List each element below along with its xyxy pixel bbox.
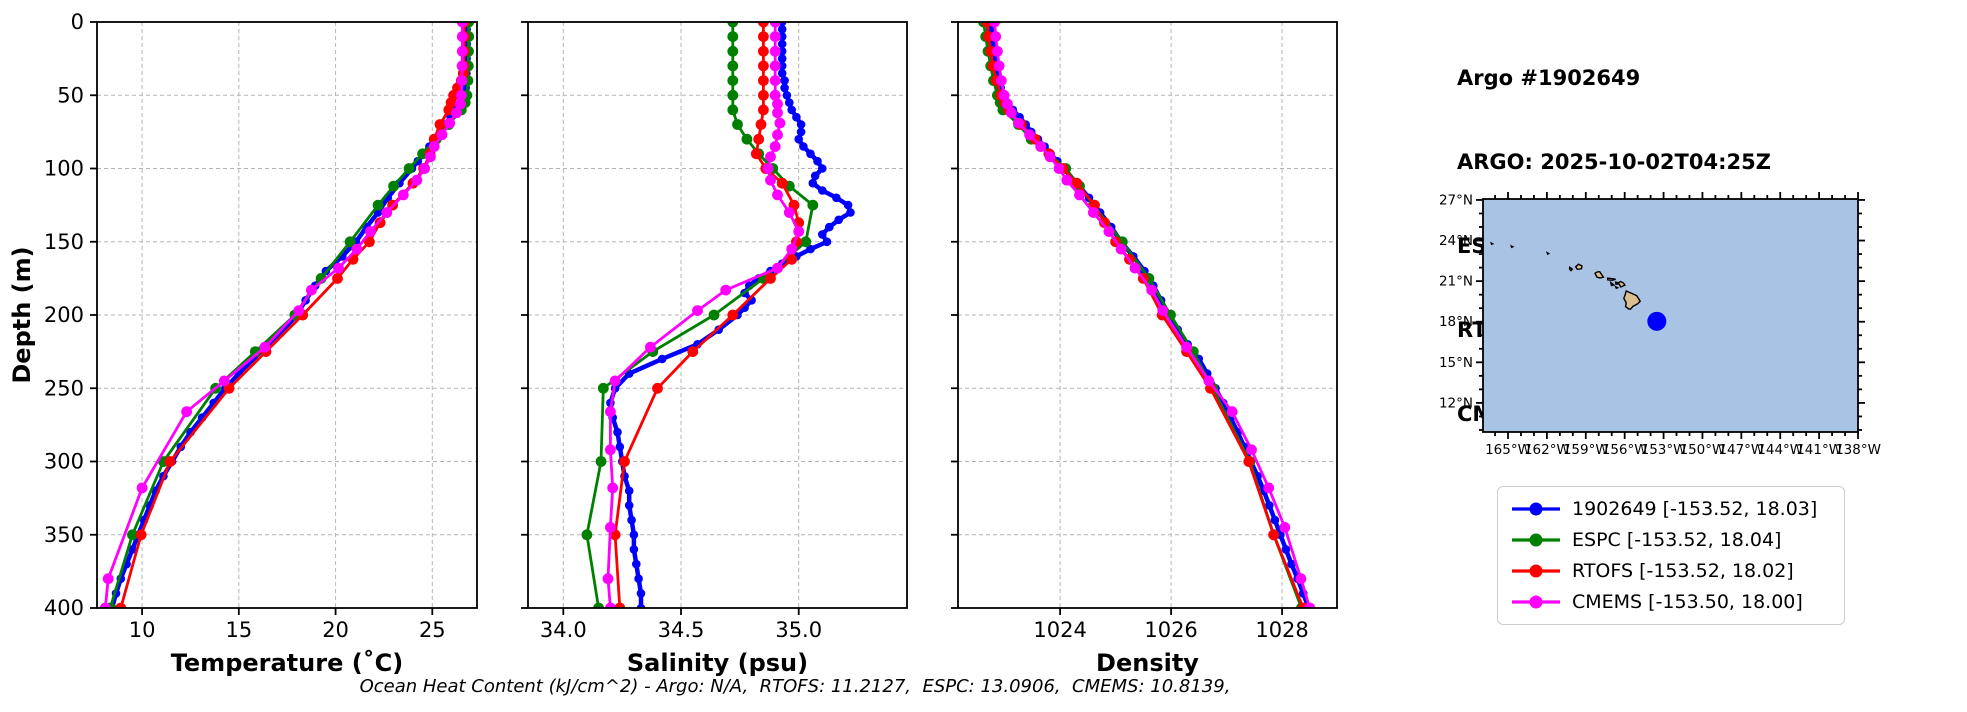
series-group-salinity bbox=[581, 22, 855, 608]
y-axis-density bbox=[951, 21, 958, 609]
legend-item-argo: 1902649 [-153.52, 18.03] bbox=[1510, 496, 1832, 522]
map-lat-label: 18°N bbox=[1439, 314, 1473, 330]
y-tick-label: 200 bbox=[44, 303, 84, 327]
map-lon-label: 156°W bbox=[1602, 442, 1648, 458]
density-cmems-markers bbox=[989, 22, 1316, 608]
legend-marker-glyph bbox=[1512, 564, 1560, 578]
chart-salinity: 34.0 34.5 35.0 Salinity (psu) bbox=[521, 21, 908, 677]
x-axis-title-density: Density bbox=[1096, 649, 1199, 677]
map-islands bbox=[1490, 241, 1642, 310]
island-kauai bbox=[1574, 263, 1583, 271]
island-niihau bbox=[1568, 266, 1574, 272]
y-axis-temperature: 0 50 100 150 200 250 300 350 400 bbox=[44, 10, 97, 620]
legend-marker-cmems bbox=[1510, 591, 1562, 613]
map-ocean bbox=[1483, 199, 1858, 432]
x-axis-title-temperature: Temperature (˚C) bbox=[171, 649, 404, 677]
island-molokai bbox=[1606, 277, 1616, 282]
x-axis-title-salinity: Salinity (psu) bbox=[627, 649, 808, 677]
x-tick-label: 20 bbox=[322, 618, 349, 642]
legend-label-argo: 1902649 [-153.52, 18.03] bbox=[1572, 498, 1818, 520]
map-lon-label: 147°W bbox=[1718, 442, 1764, 458]
map-lat-label: 12°N bbox=[1439, 395, 1473, 411]
chart-density: 1024 1026 1028 Density bbox=[951, 21, 1338, 677]
y-axis-title: Depth (m) bbox=[8, 246, 36, 383]
y-tick-label: 0 bbox=[71, 10, 84, 34]
legend-box: 1902649 [-153.52, 18.03] ESPC [-153.52, … bbox=[1497, 486, 1845, 625]
map-lat-label: 15°N bbox=[1439, 355, 1473, 371]
argo-id-title: Argo #1902649 bbox=[1457, 66, 1641, 90]
x-tick-label: 1026 bbox=[1144, 618, 1197, 642]
x-tick-label: 1028 bbox=[1255, 618, 1308, 642]
legend-marker-espc bbox=[1510, 529, 1562, 551]
y-tick-label: 250 bbox=[44, 376, 84, 400]
map-lon-label: 138°W bbox=[1835, 442, 1881, 458]
x-tick-label: 1024 bbox=[1033, 618, 1086, 642]
location-map: 165°W162°W159°W156°W153°W150°W147°W144°W… bbox=[1439, 192, 1881, 458]
island-nihoa bbox=[1545, 251, 1551, 256]
map-ticks bbox=[1476, 192, 1865, 439]
map-lat-label: 21°N bbox=[1439, 274, 1473, 290]
profile-charts-canvas: 10 15 20 25050100150200250300350400Temperat… bbox=[8, 10, 1338, 677]
argo-timestamp: ARGO: 2025-10-02T04:25Z bbox=[1457, 150, 1771, 174]
island-maui bbox=[1614, 280, 1626, 288]
legend-item-cmems: CMEMS [-153.50, 18.00] bbox=[1510, 589, 1832, 615]
x-axis-density: 1024 1026 1028 bbox=[1033, 608, 1309, 642]
chart-temperature: 10 15 20 25050100150200250300350400Temperat… bbox=[8, 10, 478, 677]
island-oahu bbox=[1594, 270, 1605, 279]
island-hawaii bbox=[1623, 290, 1642, 310]
map-lon-label: 141°W bbox=[1796, 442, 1842, 458]
series-group-temperature bbox=[99, 22, 475, 608]
map-lon-label: 153°W bbox=[1641, 442, 1687, 458]
legend-label-rtofs: RTOFS [-153.52, 18.02] bbox=[1572, 560, 1794, 582]
map-tick-labels: 165°W162°W159°W156°W153°W150°W147°W144°W… bbox=[1439, 192, 1881, 458]
y-tick-label: 400 bbox=[44, 596, 84, 620]
y-axis-salinity bbox=[521, 21, 528, 609]
legend-marker-argo bbox=[1510, 498, 1562, 520]
legend-label-espc: ESPC [-153.52, 18.04] bbox=[1572, 529, 1782, 551]
map-lon-label: 144°W bbox=[1757, 442, 1803, 458]
map-lon-label: 159°W bbox=[1563, 442, 1609, 458]
island-kahoolawe bbox=[1614, 285, 1620, 290]
y-tick-label: 350 bbox=[44, 523, 84, 547]
island-necker bbox=[1510, 244, 1515, 249]
x-tick-label: 35.0 bbox=[775, 618, 822, 642]
map-lon-label: 150°W bbox=[1680, 442, 1726, 458]
map-lat-label: 27°N bbox=[1439, 192, 1473, 208]
legend-marker-glyph bbox=[1512, 533, 1560, 547]
x-tick-label: 10 bbox=[129, 618, 156, 642]
legend-marker-rtofs bbox=[1510, 560, 1562, 582]
series-group-density bbox=[978, 22, 1316, 608]
legend-item-rtofs: RTOFS [-153.52, 18.02] bbox=[1510, 558, 1832, 584]
legend-item-espc: ESPC [-153.52, 18.04] bbox=[1510, 527, 1832, 553]
x-tick-label: 34.0 bbox=[540, 618, 587, 642]
map-lat-label: 24°N bbox=[1439, 233, 1473, 249]
salinity-cmems-markers bbox=[602, 22, 805, 608]
island-french-frigate bbox=[1490, 241, 1495, 246]
map-lon-label: 162°W bbox=[1524, 442, 1570, 458]
legend-marker-glyph bbox=[1512, 502, 1560, 516]
y-tick-label: 300 bbox=[44, 450, 84, 474]
island-lanai bbox=[1609, 280, 1616, 287]
x-tick-label: 15 bbox=[225, 618, 252, 642]
x-tick-label: 34.5 bbox=[658, 618, 705, 642]
x-axis-salinity: 34.0 34.5 35.0 bbox=[540, 608, 822, 642]
float-position-marker bbox=[1647, 311, 1667, 331]
temperature-cmems-markers bbox=[99, 22, 468, 608]
map-frame bbox=[1482, 198, 1859, 433]
y-tick-label: 100 bbox=[44, 157, 84, 181]
y-tick-label: 50 bbox=[57, 83, 84, 107]
ohc-footer-text: Ocean Heat Content (kJ/cm^2) - Argo: N/A… bbox=[359, 676, 1231, 697]
legend-label-cmems: CMEMS [-153.50, 18.00] bbox=[1572, 591, 1803, 613]
gridlines-temperature bbox=[97, 21, 477, 609]
x-axis-temperature: 10 15 20 25 bbox=[129, 608, 446, 642]
y-tick-label: 150 bbox=[44, 230, 84, 254]
x-tick-label: 25 bbox=[419, 618, 446, 642]
map-lon-label: 165°W bbox=[1485, 442, 1531, 458]
legend-marker-glyph bbox=[1512, 595, 1560, 609]
